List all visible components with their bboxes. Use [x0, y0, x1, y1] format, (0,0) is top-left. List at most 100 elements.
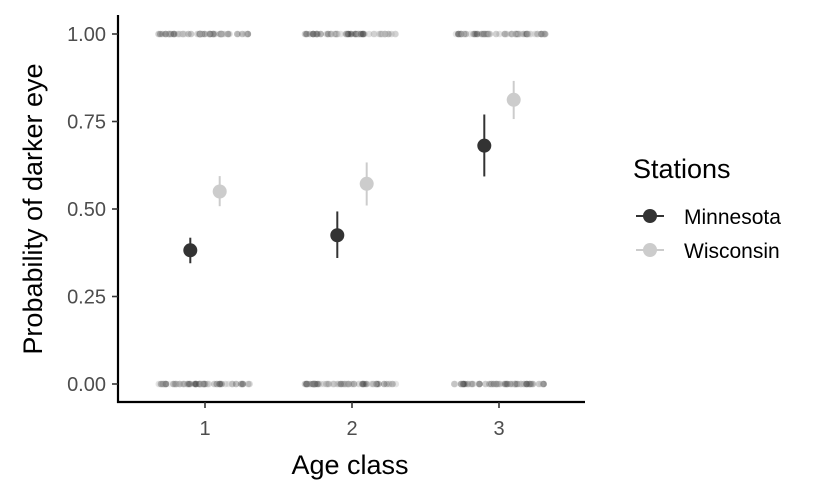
- raw-observation-point: [540, 380, 547, 388]
- raw-observation-point: [192, 380, 200, 388]
- raw-observation-point: [538, 30, 545, 38]
- raw-observation-point: [165, 30, 173, 38]
- raw-observation-point: [337, 30, 344, 38]
- raw-observation-point: [216, 30, 224, 38]
- raw-observation-point: [460, 30, 468, 38]
- raw-observation-point: [309, 30, 317, 38]
- raw-observation-point: [486, 30, 494, 38]
- raw-observation-point: [503, 380, 510, 388]
- raw-observation-point: [368, 380, 375, 388]
- raw-observation-point: [359, 380, 367, 388]
- raw-observation-point: [225, 380, 232, 388]
- raw-observation-point: [177, 30, 184, 38]
- raw-observation-point: [377, 30, 384, 38]
- raw-observation-point: [218, 380, 225, 388]
- point-wisconsin: [506, 92, 521, 107]
- raw-observation-point: [392, 30, 399, 38]
- raw-observation-point: [482, 380, 489, 388]
- raw-observation-point: [466, 380, 473, 388]
- raw-observation-point: [380, 380, 388, 388]
- raw-observation-point: [334, 380, 341, 388]
- raw-observation-point: [196, 380, 203, 388]
- raw-observation-point: [523, 30, 531, 38]
- raw-observation-point: [166, 30, 173, 38]
- point-minnesota: [183, 243, 198, 258]
- raw-observation-point: [523, 380, 531, 388]
- raw-observation-point: [161, 380, 169, 388]
- raw-observation-point: [244, 380, 252, 388]
- raw-observation-point: [345, 30, 352, 38]
- point-minnesota: [330, 228, 345, 243]
- raw-observation-point: [485, 30, 492, 38]
- raw-observation-point: [186, 380, 193, 388]
- raw-observation-point: [201, 30, 209, 38]
- raw-observation-point: [482, 30, 490, 38]
- raw-observation-point: [162, 380, 170, 388]
- raw-observation-point: [310, 380, 317, 388]
- raw-observation-point: [392, 380, 400, 388]
- raw-observation-point: [221, 30, 228, 38]
- raw-observation-point: [459, 30, 467, 38]
- raw-observation-point: [488, 380, 495, 388]
- raw-observation-point: [196, 30, 204, 38]
- raw-observation-point: [169, 30, 176, 38]
- x-tick-label: 2: [346, 418, 357, 440]
- raw-observation-point: [503, 30, 511, 38]
- raw-observation-point: [360, 380, 367, 388]
- raw-observation-point: [379, 30, 387, 38]
- raw-observation-point: [311, 380, 318, 388]
- raw-observation-point: [235, 30, 242, 38]
- raw-observation-point: [457, 380, 465, 388]
- raw-observation-point: [204, 380, 211, 388]
- raw-observation-point: [371, 380, 379, 388]
- raw-observation-point: [452, 30, 460, 38]
- raw-observation-point: [216, 380, 223, 388]
- raw-observation-point: [354, 30, 361, 38]
- raw-observation-point: [540, 380, 547, 388]
- raw-observation-point: [344, 30, 351, 38]
- raw-observation-point: [375, 380, 382, 388]
- raw-observation-point: [170, 30, 178, 38]
- raw-observation-point: [303, 30, 311, 38]
- raw-observation-point: [176, 30, 183, 38]
- raw-observation-point: [376, 30, 383, 38]
- raw-observation-point: [467, 380, 475, 388]
- raw-observation-point: [470, 380, 477, 388]
- raw-observation-point: [389, 380, 396, 388]
- raw-observation-point: [529, 380, 537, 388]
- raw-observation-point: [496, 30, 503, 38]
- raw-observation-point: [486, 30, 493, 38]
- raw-observation-point: [218, 30, 226, 38]
- raw-observation-point: [516, 30, 524, 38]
- raw-observation-point: [381, 30, 389, 38]
- raw-observation-point: [385, 30, 392, 38]
- raw-observation-point: [359, 380, 366, 388]
- raw-observation-point: [331, 380, 338, 388]
- raw-observation-point: [388, 30, 395, 38]
- raw-observation-point: [375, 380, 382, 388]
- raw-observation-point: [471, 30, 479, 38]
- raw-observation-point: [461, 380, 469, 388]
- raw-observation-point: [217, 30, 225, 38]
- raw-observation-point: [513, 30, 520, 38]
- raw-observation-point: [462, 30, 470, 38]
- raw-observation-point: [500, 380, 508, 388]
- raw-observation-point: [206, 30, 213, 38]
- raw-observation-point: [301, 380, 309, 388]
- raw-observation-point: [155, 380, 163, 388]
- y-tick-label: 0.25: [67, 287, 106, 309]
- raw-observation-point: [205, 30, 212, 38]
- x-tick-label: 3: [493, 418, 504, 440]
- raw-observation-point: [511, 30, 518, 38]
- raw-observation-point: [378, 30, 385, 38]
- raw-observation-point: [239, 380, 247, 388]
- raw-observation-point: [489, 380, 496, 388]
- raw-observation-point: [329, 30, 337, 38]
- raw-observation-point: [166, 380, 173, 388]
- raw-observation-point: [535, 380, 543, 388]
- raw-observation-point: [207, 30, 214, 38]
- raw-observation-point: [503, 380, 510, 388]
- raw-observation-point: [360, 30, 367, 38]
- raw-observation-point: [383, 380, 390, 388]
- raw-observation-point: [192, 380, 200, 388]
